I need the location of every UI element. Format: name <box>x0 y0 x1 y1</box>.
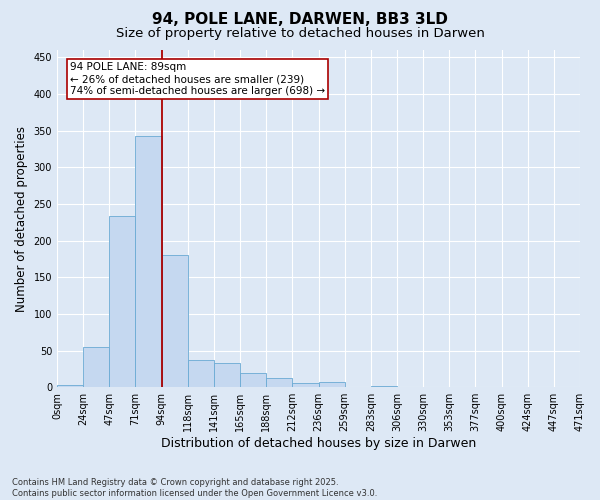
Bar <box>83 347 109 387</box>
Text: 94 POLE LANE: 89sqm
← 26% of detached houses are smaller (239)
74% of semi-detac: 94 POLE LANE: 89sqm ← 26% of detached ho… <box>70 62 325 96</box>
Bar <box>371 386 397 387</box>
Text: Contains HM Land Registry data © Crown copyright and database right 2025.
Contai: Contains HM Land Registry data © Crown c… <box>12 478 377 498</box>
Bar <box>292 383 319 387</box>
Text: 94, POLE LANE, DARWEN, BB3 3LD: 94, POLE LANE, DARWEN, BB3 3LD <box>152 12 448 28</box>
Bar <box>319 382 344 387</box>
X-axis label: Distribution of detached houses by size in Darwen: Distribution of detached houses by size … <box>161 437 476 450</box>
Bar <box>240 372 266 387</box>
Bar <box>109 216 136 387</box>
Text: Size of property relative to detached houses in Darwen: Size of property relative to detached ho… <box>116 28 484 40</box>
Bar <box>188 360 214 387</box>
Bar <box>214 363 240 387</box>
Bar <box>266 378 292 387</box>
Bar <box>161 256 188 387</box>
Bar <box>136 136 161 387</box>
Y-axis label: Number of detached properties: Number of detached properties <box>15 126 28 312</box>
Bar <box>57 385 83 387</box>
